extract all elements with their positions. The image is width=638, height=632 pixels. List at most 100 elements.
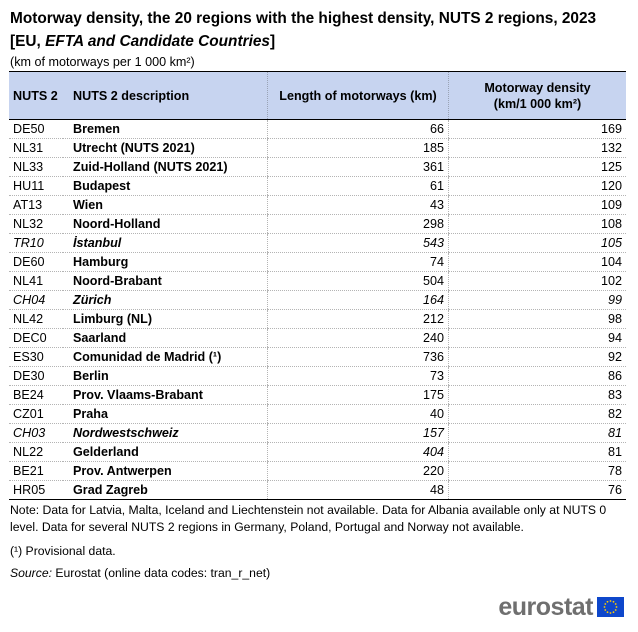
- row-density: 78: [448, 461, 626, 481]
- data-table: NUTS 2 NUTS 2 description Length of moto…: [9, 71, 626, 500]
- row-description: Gelderland: [63, 442, 268, 462]
- source-label: Source:: [10, 566, 53, 580]
- row-description: Saarland: [63, 328, 268, 348]
- row-length: 240: [267, 328, 449, 348]
- header-row: NUTS 2 NUTS 2 description Length of moto…: [9, 71, 626, 120]
- row-length: 543: [267, 233, 449, 253]
- row-code: HU11: [9, 176, 63, 196]
- row-code: NL41: [9, 271, 63, 291]
- flag-star: [606, 611, 609, 614]
- unit-label: (km of motorways per 1 000 km²): [10, 55, 195, 69]
- header-density: Motorway density (km/1 000 km²): [448, 71, 626, 120]
- row-density: 94: [448, 328, 626, 348]
- table-row: HU11 Budapest 61 120: [9, 176, 626, 196]
- table-row: NL32 Noord-Holland 298 108: [9, 214, 626, 234]
- row-density: 99: [448, 290, 626, 310]
- row-density: 81: [448, 442, 626, 462]
- flag-star: [603, 606, 606, 608]
- table-row: NL31 Utrecht (NUTS 2021) 185 132: [9, 138, 626, 158]
- row-density: 120: [448, 176, 626, 196]
- row-length: 157: [267, 423, 449, 443]
- table-row: BE24 Prov. Vlaams-Brabant 175 83: [9, 385, 626, 405]
- flag-star: [609, 600, 612, 602]
- table-row: NL42 Limburg (NL) 212 98: [9, 309, 626, 329]
- row-density: 104: [448, 252, 626, 272]
- header-description: NUTS 2 description: [63, 71, 268, 120]
- row-length: 361: [267, 157, 449, 177]
- row-density: 76: [448, 480, 626, 500]
- row-description: Wien: [63, 195, 268, 215]
- row-code: DE30: [9, 366, 63, 386]
- flag-star: [614, 603, 617, 605]
- row-density: 86: [448, 366, 626, 386]
- eu-flag-icon: [597, 597, 624, 617]
- row-density: 132: [448, 138, 626, 158]
- row-density: 102: [448, 271, 626, 291]
- row-code: NL32: [9, 214, 63, 234]
- table-row: BE21 Prov. Antwerpen 220 78: [9, 461, 626, 481]
- row-code: ES30: [9, 347, 63, 367]
- table-row: DEC0 Saarland 240 94: [9, 328, 626, 348]
- row-length: 43: [267, 195, 449, 215]
- row-code: DE50: [9, 119, 63, 139]
- row-code: DE60: [9, 252, 63, 272]
- table-row: ES30 Comunidad de Madrid (¹) 736 92: [9, 347, 626, 367]
- row-density: 109: [448, 195, 626, 215]
- row-code: NL33: [9, 157, 63, 177]
- header-density-line1: Motorway density: [484, 80, 591, 95]
- header-density-line2: (km/1 000 km²): [493, 96, 582, 111]
- row-code: CZ01: [9, 404, 63, 424]
- row-description: Noord-Brabant: [63, 271, 268, 291]
- row-length: 736: [267, 347, 449, 367]
- row-description: Limburg (NL): [63, 309, 268, 329]
- row-density: 108: [448, 214, 626, 234]
- note-text: Note: Data for Latvia, Malta, Iceland an…: [10, 503, 607, 534]
- row-length: 73: [267, 366, 449, 386]
- row-description: Noord-Holland: [63, 214, 268, 234]
- row-description: Nordwestschweiz: [63, 423, 268, 443]
- flag-star: [609, 612, 612, 614]
- row-description: Praha: [63, 404, 268, 424]
- row-code: HR05: [9, 480, 63, 500]
- row-density: 83: [448, 385, 626, 405]
- row-code: NL22: [9, 442, 63, 462]
- subtitle: [EU, EFTA and Candidate Countries]: [10, 32, 275, 52]
- flag-star: [606, 600, 609, 603]
- row-length: 61: [267, 176, 449, 196]
- table-row: CZ01 Praha 40 82: [9, 404, 626, 424]
- row-description: İstanbul: [63, 233, 268, 253]
- row-length: 175: [267, 385, 449, 405]
- row-density: 82: [448, 404, 626, 424]
- table-row: DE30 Berlin 73 86: [9, 366, 626, 386]
- row-density: 169: [448, 119, 626, 139]
- row-description: Prov. Antwerpen: [63, 461, 268, 481]
- header-code: NUTS 2: [9, 71, 63, 120]
- logo-text: eurostat: [498, 593, 593, 621]
- row-description: Prov. Vlaams-Brabant: [63, 385, 268, 405]
- table-row: NL22 Gelderland 404 81: [9, 442, 626, 462]
- row-code: CH04: [9, 290, 63, 310]
- eurostat-logo: eurostat: [498, 594, 624, 620]
- table-row: DE50 Bremen 66 169: [9, 119, 626, 139]
- row-code: TR10: [9, 233, 63, 253]
- flag-star: [612, 600, 615, 603]
- flag-star: [615, 606, 618, 608]
- row-description: Budapest: [63, 176, 268, 196]
- row-length: 40: [267, 404, 449, 424]
- flag-star: [604, 603, 607, 605]
- row-description: Utrecht (NUTS 2021): [63, 138, 268, 158]
- source-note: Source: Eurostat (online data codes: tra…: [10, 565, 622, 582]
- table-row: HR05 Grad Zagreb 48 76: [9, 480, 626, 500]
- row-description: Berlin: [63, 366, 268, 386]
- row-density: 125: [448, 157, 626, 177]
- table-row: NL41 Noord-Brabant 504 102: [9, 271, 626, 291]
- row-density: 105: [448, 233, 626, 253]
- row-description: Comunidad de Madrid (¹): [63, 347, 268, 367]
- row-code: BE24: [9, 385, 63, 405]
- row-code: CH03: [9, 423, 63, 443]
- row-length: 212: [267, 309, 449, 329]
- provisional-note: (¹) Provisional data.: [10, 544, 116, 558]
- row-length: 74: [267, 252, 449, 272]
- row-length: 298: [267, 214, 449, 234]
- row-length: 185: [267, 138, 449, 158]
